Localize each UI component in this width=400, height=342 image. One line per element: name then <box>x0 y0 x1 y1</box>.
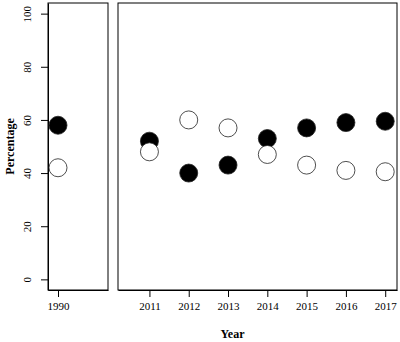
x-tick-label: 2012 <box>178 300 200 312</box>
x-tick-mark <box>58 290 59 297</box>
point <box>298 119 316 137</box>
point <box>180 111 198 129</box>
x-tick-mark <box>346 290 347 297</box>
point <box>49 116 67 134</box>
point <box>219 156 237 174</box>
point <box>219 119 237 137</box>
series <box>140 112 394 182</box>
x-tick-mark <box>307 290 308 297</box>
y-tick-mark <box>41 279 48 280</box>
point <box>258 145 276 163</box>
y-tick-mark <box>41 120 48 121</box>
x-axis-line <box>49 290 109 291</box>
y-axis: 0 20 40 60 80 100 <box>21 4 49 291</box>
x-tick-mark <box>228 290 229 297</box>
x-tick-label: 2011 <box>139 300 161 312</box>
y-tick-mark <box>41 67 48 68</box>
y-tick-label: 20 <box>21 221 33 233</box>
points <box>140 111 394 182</box>
x-tick: 2011 <box>139 290 161 312</box>
y-tick: 100 <box>21 5 48 22</box>
y-tick: 0 <box>21 277 48 283</box>
panel: 1990 0 20 40 60 80 100 <box>21 3 109 312</box>
y-axis-title: Percentage <box>3 118 17 175</box>
y-tick: 80 <box>21 61 48 73</box>
x-tick: 2017 <box>375 290 398 312</box>
y-tick-mark <box>41 173 48 174</box>
series <box>140 111 394 181</box>
y-tick-label: 80 <box>21 61 33 73</box>
x-axis-line <box>119 290 398 291</box>
x-tick-mark <box>385 290 386 297</box>
point <box>180 164 198 182</box>
x-tick-label: 2017 <box>375 300 398 312</box>
y-tick-label: 100 <box>21 5 33 22</box>
x-tick-mark <box>267 290 268 297</box>
x-tick-label: 1990 <box>48 300 71 312</box>
x-axis: 1990 <box>48 290 109 312</box>
panel: 2011 2012 2013 2014 2015 2016 2017 <box>118 3 398 312</box>
point <box>376 163 394 181</box>
x-tick-label: 2016 <box>335 300 358 312</box>
x-axis-title: Year <box>221 327 246 341</box>
y-tick: 20 <box>21 221 48 233</box>
x-tick-mark <box>149 290 150 297</box>
y-tick: 40 <box>21 168 48 180</box>
series <box>49 159 67 177</box>
x-axis: 2011 2012 2013 2014 2015 2016 2017 <box>119 290 398 312</box>
y-axis-line <box>48 4 49 291</box>
x-tick: 2012 <box>178 290 200 312</box>
chart: 1990020406080100Percentage20112012201320… <box>0 0 400 342</box>
y-tick: 60 <box>21 114 48 126</box>
point <box>298 156 316 174</box>
point <box>376 112 394 130</box>
x-tick: 1990 <box>48 290 71 312</box>
x-tick-label: 2013 <box>218 300 241 312</box>
x-tick-label: 2015 <box>296 300 319 312</box>
x-tick: 2015 <box>296 290 319 312</box>
point <box>337 114 355 132</box>
y-tick-mark <box>41 226 48 227</box>
x-tick: 2013 <box>218 290 241 312</box>
point <box>258 130 276 148</box>
x-tick-mark <box>189 290 190 297</box>
plot-frame <box>118 3 397 290</box>
y-tick-label: 0 <box>21 277 33 283</box>
point <box>140 143 158 161</box>
points <box>49 116 67 177</box>
series <box>49 116 67 134</box>
y-tick-label: 40 <box>21 168 33 180</box>
point <box>337 161 355 179</box>
x-tick-label: 2014 <box>257 300 280 312</box>
x-tick: 2016 <box>335 290 358 312</box>
y-tick-label: 60 <box>21 114 33 126</box>
plot-frame <box>48 3 108 290</box>
point <box>49 159 67 177</box>
x-tick: 2014 <box>257 290 280 312</box>
y-tick-mark <box>41 14 48 15</box>
